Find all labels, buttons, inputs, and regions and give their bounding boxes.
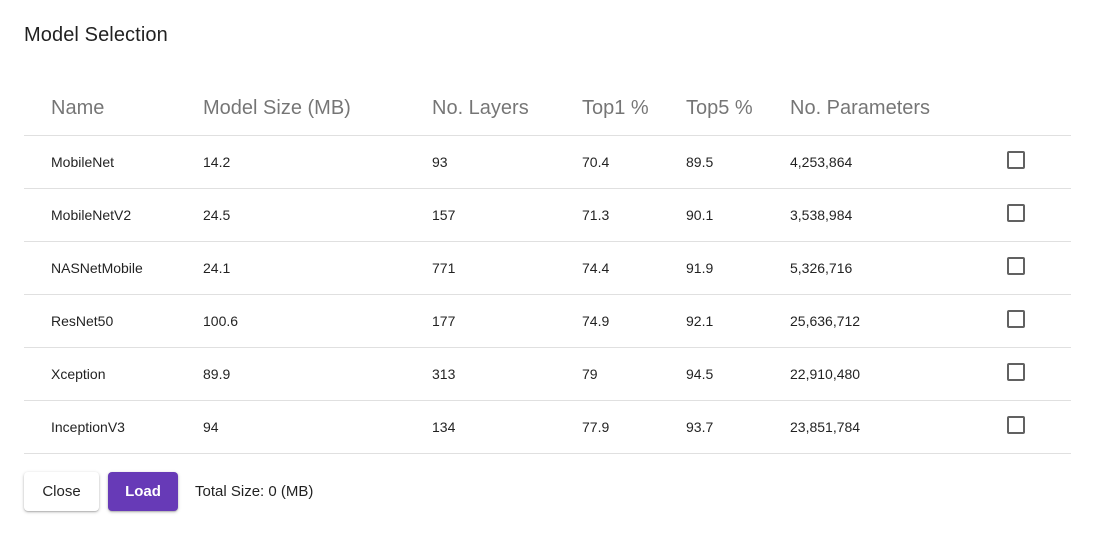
header-name: Name — [24, 82, 203, 136]
cell-select — [1007, 400, 1071, 454]
select-checkbox[interactable] — [1007, 363, 1025, 381]
cell-name: InceptionV3 — [24, 400, 203, 454]
cell-top5: 89.5 — [686, 135, 790, 189]
select-checkbox[interactable] — [1007, 416, 1025, 434]
cell-select — [1007, 135, 1071, 189]
cell-top1: 71.3 — [582, 188, 686, 242]
table-row: Xception 89.9 313 79 94.5 22,910,480 — [24, 347, 1071, 401]
cell-layers: 157 — [432, 188, 582, 242]
cell-top5: 93.7 — [686, 400, 790, 454]
select-checkbox[interactable] — [1007, 310, 1025, 328]
table-row: InceptionV3 94 134 77.9 93.7 23,851,784 — [24, 400, 1071, 454]
header-layers: No. Layers — [432, 82, 582, 136]
cell-name: MobileNetV2 — [24, 188, 203, 242]
cell-parameters: 4,253,864 — [790, 135, 1007, 189]
cell-parameters: 25,636,712 — [790, 294, 1007, 348]
close-button[interactable]: Close — [24, 472, 99, 511]
table-row: ResNet50 100.6 177 74.9 92.1 25,636,712 — [24, 294, 1071, 348]
cell-layers: 771 — [432, 241, 582, 295]
header-parameters: No. Parameters — [790, 82, 1007, 136]
cell-name: ResNet50 — [24, 294, 203, 348]
header-select — [1007, 82, 1071, 136]
cell-layers: 177 — [432, 294, 582, 348]
header-top1: Top1 % — [582, 82, 686, 136]
cell-top5: 91.9 — [686, 241, 790, 295]
table-row: NASNetMobile 24.1 771 74.4 91.9 5,326,71… — [24, 241, 1071, 295]
select-checkbox[interactable] — [1007, 257, 1025, 275]
cell-model-size: 24.1 — [203, 241, 432, 295]
cell-model-size: 24.5 — [203, 188, 432, 242]
cell-top5: 90.1 — [686, 188, 790, 242]
cell-parameters: 3,538,984 — [790, 188, 1007, 242]
cell-top1: 70.4 — [582, 135, 686, 189]
cell-parameters: 23,851,784 — [790, 400, 1007, 454]
dialog-title: Model Selection — [24, 24, 168, 46]
table-header-row: Name Model Size (MB) No. Layers Top1 % T… — [24, 82, 1071, 136]
cell-name: Xception — [24, 347, 203, 401]
cell-parameters: 22,910,480 — [790, 347, 1007, 401]
cell-top5: 92.1 — [686, 294, 790, 348]
cell-top1: 77.9 — [582, 400, 686, 454]
cell-top5: 94.5 — [686, 347, 790, 401]
cell-select — [1007, 347, 1071, 401]
cell-name: NASNetMobile — [24, 241, 203, 295]
cell-parameters: 5,326,716 — [790, 241, 1007, 295]
cell-select — [1007, 294, 1071, 348]
load-button[interactable]: Load — [108, 472, 178, 511]
cell-model-size: 94 — [203, 400, 432, 454]
cell-model-size: 14.2 — [203, 135, 432, 189]
models-table: Name Model Size (MB) No. Layers Top1 % T… — [24, 82, 1071, 454]
table-row: MobileNet 14.2 93 70.4 89.5 4,253,864 — [24, 135, 1071, 189]
cell-layers: 134 — [432, 400, 582, 454]
cell-top1: 74.4 — [582, 241, 686, 295]
cell-layers: 93 — [432, 135, 582, 189]
cell-select — [1007, 241, 1071, 295]
cell-model-size: 100.6 — [203, 294, 432, 348]
header-top5: Top5 % — [686, 82, 790, 136]
select-checkbox[interactable] — [1007, 151, 1025, 169]
cell-top1: 79 — [582, 347, 686, 401]
header-model-size: Model Size (MB) — [203, 82, 432, 136]
select-checkbox[interactable] — [1007, 204, 1025, 222]
cell-layers: 313 — [432, 347, 582, 401]
cell-name: MobileNet — [24, 135, 203, 189]
cell-top1: 74.9 — [582, 294, 686, 348]
table-row: MobileNetV2 24.5 157 71.3 90.1 3,538,984 — [24, 188, 1071, 242]
dialog-actions: Close Load Total Size: 0 (MB) — [24, 472, 313, 511]
cell-model-size: 89.9 — [203, 347, 432, 401]
total-size-label: Total Size: 0 (MB) — [195, 483, 314, 500]
cell-select — [1007, 188, 1071, 242]
